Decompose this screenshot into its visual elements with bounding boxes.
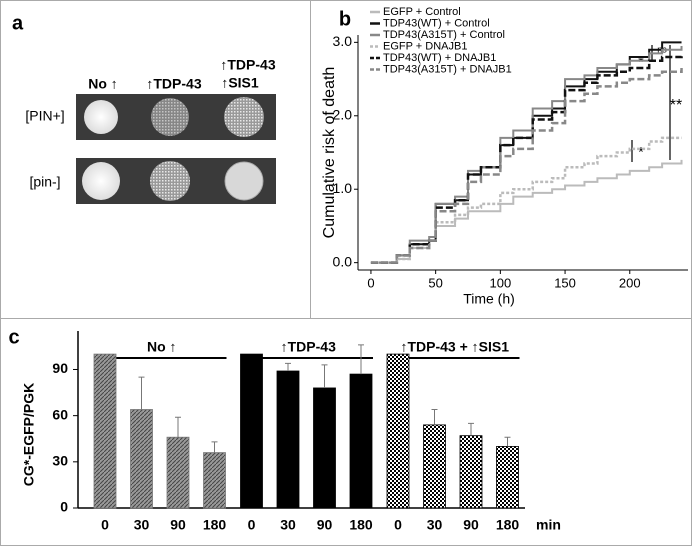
- column-label: No ↑: [88, 76, 118, 92]
- x-tick-label: 100: [490, 275, 512, 290]
- yeast-spot: [82, 162, 120, 200]
- column-label: ↑TDP-43: [146, 76, 201, 92]
- annotation: *: [638, 144, 644, 160]
- x-tick-label: 90: [170, 517, 186, 533]
- x-tick-label: 0: [101, 517, 109, 533]
- x-tick-label: 0: [367, 275, 374, 290]
- group-label: ↑TDP-43 + ↑SIS1: [400, 339, 509, 355]
- x-tick-label: 0: [394, 517, 402, 533]
- series-line: [370, 68, 683, 264]
- y-tick-label: 2.0: [333, 106, 353, 122]
- y-tick-label: 0: [60, 499, 68, 515]
- x-tick-label: 30: [134, 517, 150, 533]
- error-bar: [468, 422, 474, 436]
- bar: [313, 387, 336, 509]
- y-tick-label: 60: [52, 406, 68, 422]
- row-label: [pin-]: [29, 174, 60, 190]
- y-tick-label: 1.0: [333, 180, 353, 196]
- column-label: ↑SIS1: [221, 75, 259, 91]
- error-bar: [358, 344, 364, 375]
- x-tick-label: 180: [349, 517, 373, 533]
- bar: [276, 370, 300, 509]
- x-tick-label: 50: [428, 275, 442, 290]
- bar: [166, 436, 190, 509]
- legend-label: TDP43(WT) + Control: [383, 17, 490, 29]
- y-tick-label: 30: [52, 453, 68, 469]
- bar: [203, 452, 226, 509]
- x-unit-label: min: [536, 517, 561, 533]
- bar: [93, 353, 117, 509]
- x-tick-label: 30: [280, 517, 296, 533]
- bar: [496, 446, 519, 509]
- y-tick-label: 3.0: [333, 33, 353, 49]
- bar: [349, 373, 373, 509]
- x-axis-label: Time (h): [463, 291, 515, 307]
- error-bar: [321, 364, 328, 388]
- column-label: ↑TDP-43: [220, 57, 275, 73]
- error-bar: [285, 362, 291, 372]
- yeast-spot: [224, 161, 264, 201]
- error-bar: [211, 441, 218, 453]
- annotation: **: [670, 97, 682, 114]
- x-tick-label: 90: [317, 517, 333, 533]
- group-label: ↑TDP-43: [281, 339, 336, 355]
- x-tick-label: 0: [248, 517, 256, 533]
- x-tick-label: 180: [496, 517, 520, 533]
- yeast-spot: [150, 161, 190, 201]
- y-axis-label: CG*-EGFP/PGK: [21, 383, 37, 486]
- legend-label: TDP43(A315T) + Control: [383, 29, 505, 41]
- bar: [423, 424, 446, 509]
- bar: [459, 435, 483, 509]
- group-label: No ↑: [147, 339, 177, 355]
- bar: [240, 353, 263, 509]
- x-tick-label: 90: [463, 517, 479, 533]
- legend-label: EGFP + Control: [383, 6, 461, 18]
- error-bar: [504, 436, 511, 447]
- yeast-spot: [84, 100, 118, 134]
- row-label: [PIN+]: [25, 108, 64, 124]
- x-tick-label: 200: [619, 275, 641, 290]
- y-tick-label: 90: [52, 360, 68, 376]
- x-tick-label: 180: [203, 517, 227, 533]
- panel-label: c: [8, 326, 19, 348]
- y-axis-label: Cumulative risk of death: [321, 67, 338, 239]
- yeast-spot: [224, 97, 264, 137]
- error-bar: [138, 376, 145, 410]
- error-bar: [175, 416, 181, 438]
- error-bar: [431, 408, 438, 425]
- y-tick-label: 0.0: [333, 253, 353, 269]
- legend-label: TDP43(WT) + DNAJB1: [383, 52, 496, 64]
- bar: [386, 353, 410, 509]
- yeast-spot: [151, 98, 189, 136]
- legend-label: TDP43(A315T) + DNAJB1: [383, 63, 512, 75]
- bar: [130, 409, 153, 509]
- x-tick-label: 30: [427, 517, 443, 533]
- legend-label: EGFP + DNAJB1: [383, 40, 467, 52]
- panel-label: b: [339, 8, 351, 30]
- panel-label: a: [12, 12, 24, 34]
- x-tick-label: 150: [554, 275, 576, 290]
